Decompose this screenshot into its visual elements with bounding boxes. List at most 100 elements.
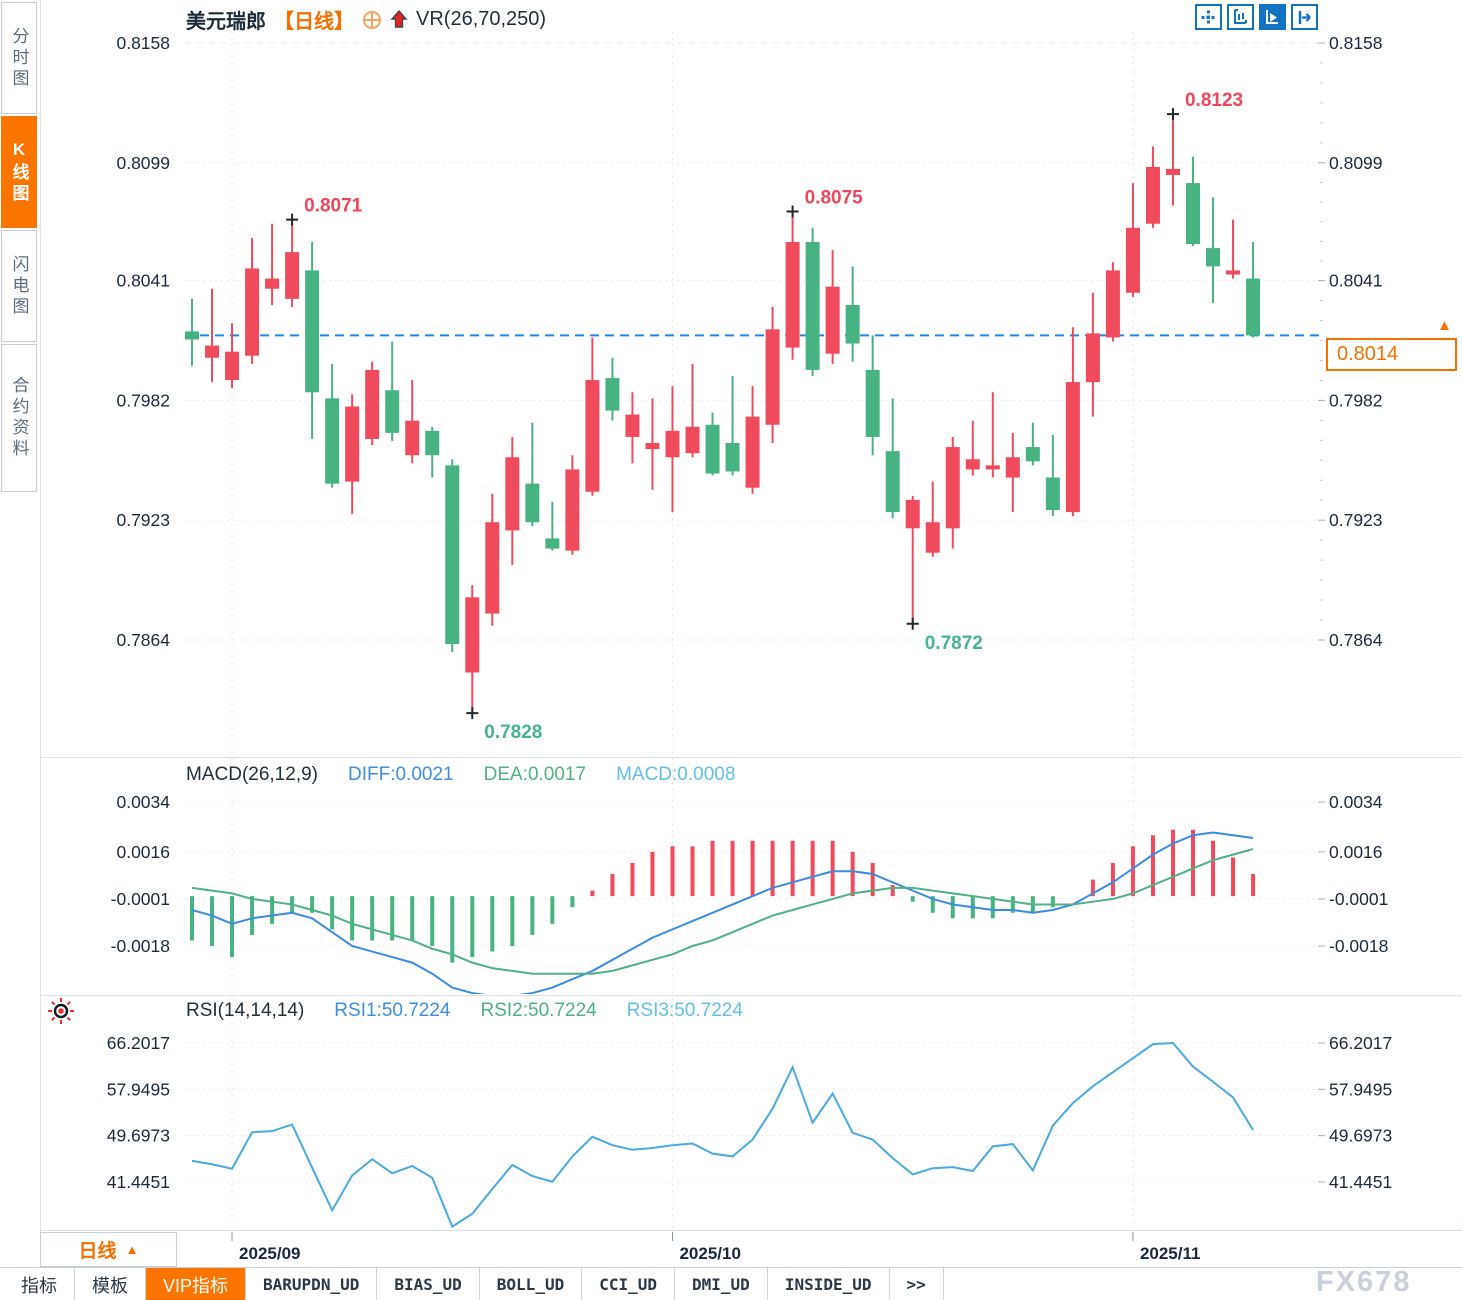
candle-body: [1105, 270, 1120, 338]
candle[interactable]: [905, 495, 920, 624]
candle[interactable]: [765, 306, 780, 444]
candle[interactable]: [745, 386, 760, 494]
tab-dmi-ud[interactable]: DMI_UD: [675, 1268, 768, 1300]
candle[interactable]: [605, 357, 620, 421]
axis-tick-label: 0.8041: [116, 271, 170, 291]
candle[interactable]: [485, 493, 500, 626]
candle[interactable]: [1025, 422, 1040, 466]
candle-body: [645, 443, 660, 450]
tab-boll-ud[interactable]: BOLL_UD: [480, 1268, 583, 1300]
candle[interactable]: [545, 501, 560, 551]
axis-tick-label: 49.6973: [107, 1126, 170, 1146]
candle[interactable]: [445, 459, 460, 653]
sidebar-item-candlestick-chart[interactable]: K线图: [1, 116, 37, 228]
candle[interactable]: [265, 223, 280, 305]
macd-plot: [190, 829, 1256, 994]
annotation-cross-marker: [466, 707, 479, 720]
candle[interactable]: [645, 398, 660, 490]
candle[interactable]: [1105, 262, 1120, 342]
candle[interactable]: [1045, 434, 1060, 517]
candle[interactable]: [225, 323, 240, 389]
tab-vip-indicators[interactable]: VIP指标: [146, 1268, 247, 1300]
target-circle-icon[interactable]: [362, 10, 382, 30]
candle-body: [405, 420, 420, 456]
candle[interactable]: [1065, 327, 1080, 517]
candle[interactable]: [245, 237, 260, 364]
candle[interactable]: [285, 219, 300, 307]
candle[interactable]: [705, 412, 720, 476]
tab-inside-ud[interactable]: INSIDE_UD: [768, 1268, 890, 1300]
sidebar-item-lightning-chart[interactable]: 闪电图: [1, 230, 37, 342]
tab-more[interactable]: >>: [890, 1268, 944, 1300]
exit-right-icon[interactable]: [1291, 4, 1318, 30]
tab-barupdn-ud[interactable]: BARUPDN_UD: [246, 1268, 378, 1300]
candle[interactable]: [1206, 197, 1221, 303]
axis-tick-label: -0.0001: [111, 889, 170, 909]
axis-tick-label: -0.0001: [1329, 889, 1388, 909]
tab-bias-ud[interactable]: BIAS_UD: [377, 1268, 480, 1300]
axis-tick-label: 0.8099: [1329, 153, 1383, 173]
watermark: FX678: [1316, 1266, 1412, 1298]
candle[interactable]: [685, 363, 700, 458]
candle[interactable]: [1226, 219, 1241, 279]
candle[interactable]: [805, 227, 820, 377]
candle[interactable]: [565, 455, 580, 555]
axis-tick-label: -0.0018: [111, 936, 170, 956]
candle[interactable]: [1085, 292, 1100, 417]
candle[interactable]: [325, 363, 340, 488]
candle[interactable]: [625, 392, 640, 464]
candle[interactable]: [1165, 114, 1180, 206]
candle[interactable]: [965, 420, 980, 476]
candle[interactable]: [885, 398, 900, 519]
candle-body: [1145, 166, 1160, 224]
candle[interactable]: [1186, 156, 1200, 247]
candle[interactable]: [1145, 146, 1160, 228]
tab-indicators[interactable]: 指标: [0, 1268, 75, 1300]
candle[interactable]: [665, 386, 680, 513]
candle-body: [245, 268, 260, 356]
candle[interactable]: [465, 585, 480, 714]
candle[interactable]: [205, 288, 220, 383]
timeframe-selector[interactable]: 日线 ▲: [40, 1232, 177, 1267]
candle[interactable]: [385, 341, 400, 442]
candle[interactable]: [1246, 242, 1261, 338]
candle[interactable]: [365, 361, 380, 446]
candle[interactable]: [505, 436, 520, 565]
tab-label: BARUPDN_UD: [263, 1275, 360, 1294]
candle[interactable]: [525, 422, 540, 527]
pan-crosshair-icon[interactable]: [1195, 4, 1222, 30]
candle[interactable]: [425, 426, 440, 478]
axis-scale-icon[interactable]: [1227, 4, 1254, 30]
tab-label: 指标: [21, 1275, 57, 1296]
rsi-plot: [191, 1041, 1254, 1229]
sidebar-item-timeline-chart[interactable]: 分时图: [1, 2, 37, 114]
candle[interactable]: [945, 436, 960, 549]
macd-title: MACD(26,12,9): [186, 764, 318, 785]
candle[interactable]: [865, 335, 880, 456]
candle-body: [305, 270, 320, 393]
axis-tick-label: 57.9495: [1329, 1079, 1392, 1099]
trend-scale-icon[interactable]: [1259, 4, 1286, 30]
annotation-price-label: 0.8123: [1185, 90, 1243, 111]
candle[interactable]: [825, 250, 840, 364]
candle[interactable]: [405, 380, 420, 464]
candle-body: [905, 499, 920, 529]
sidebar-item-contract-info[interactable]: 合约资料: [1, 344, 37, 492]
candle[interactable]: [585, 337, 600, 496]
candle[interactable]: [185, 298, 199, 366]
candle[interactable]: [985, 392, 1000, 478]
candle[interactable]: [785, 211, 800, 360]
tab-templates[interactable]: 模板: [75, 1268, 146, 1300]
candle[interactable]: [1005, 432, 1020, 513]
candle[interactable]: [345, 394, 360, 515]
candlestick-series[interactable]: [185, 114, 1261, 714]
axis-tick-label: 0.0034: [1329, 792, 1383, 812]
candle[interactable]: [845, 266, 860, 362]
candle[interactable]: [1125, 183, 1140, 297]
candle[interactable]: [305, 242, 320, 439]
candle-body: [785, 242, 800, 348]
tab-cci-ud[interactable]: CCI_UD: [582, 1268, 676, 1300]
candle[interactable]: [925, 481, 940, 557]
candle[interactable]: [725, 376, 740, 476]
